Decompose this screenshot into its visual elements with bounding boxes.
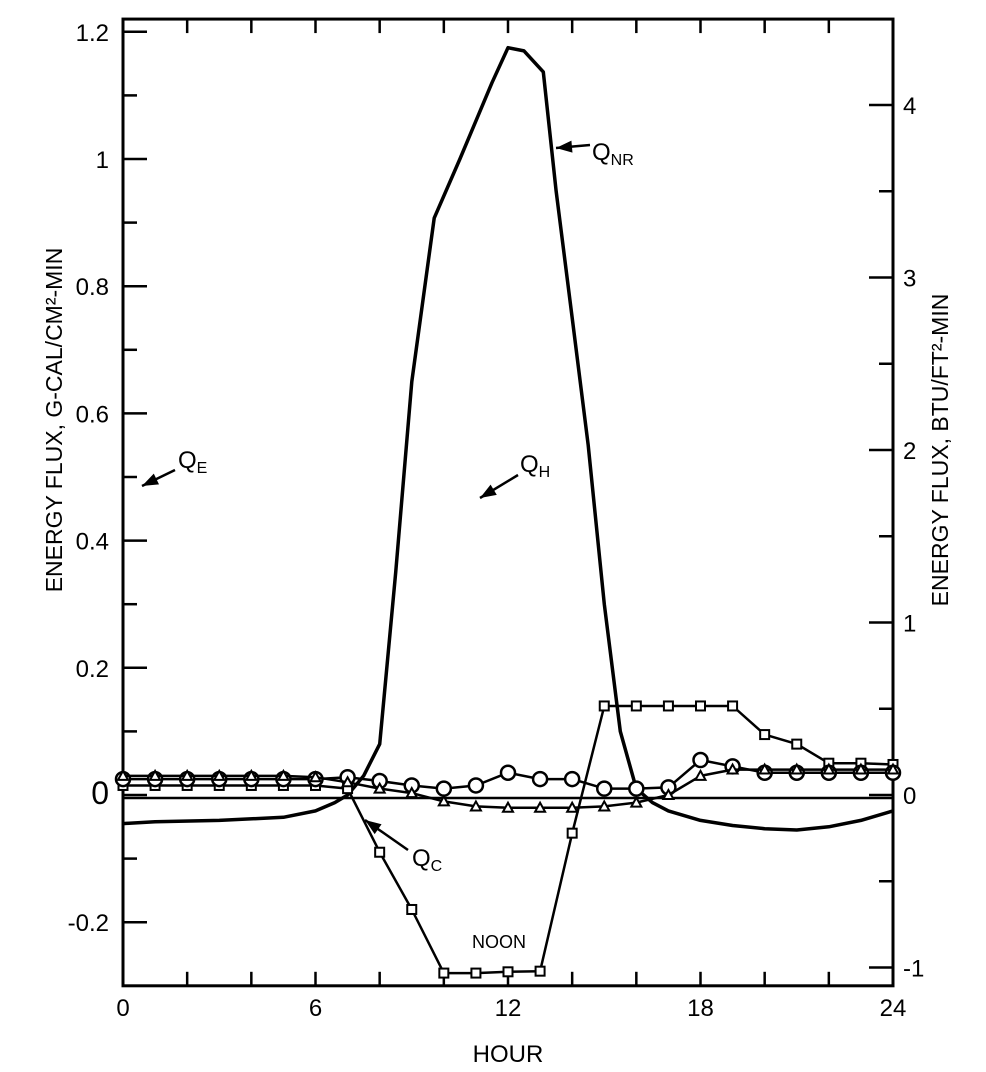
data-point-triangle (854, 762, 868, 775)
data-point-square (406, 903, 418, 915)
series-q-h (114, 751, 902, 797)
y-right-tick-label: 4 (903, 93, 916, 120)
data-point-triangle (308, 770, 323, 783)
series-label: QH (520, 451, 550, 481)
y-right-tick-label: 3 (903, 266, 916, 293)
series-label: QNR (592, 139, 634, 169)
data-point-square (470, 967, 482, 979)
data-point-triangle (629, 795, 644, 808)
data-point-triangle (340, 775, 355, 788)
y-tick-label: 0.2 (76, 656, 109, 683)
data-point-triangle (116, 768, 130, 781)
series-label-q-nr: QNR (555, 139, 634, 169)
data-point-triangle (693, 768, 708, 781)
data-point-circle (531, 770, 549, 788)
data-point-triangle (790, 762, 804, 775)
y-tick-label: 0.4 (76, 529, 109, 556)
data-point-triangle (822, 762, 836, 775)
data-point-triangle (565, 800, 579, 813)
data-point-triangle (244, 768, 259, 781)
data-point-circle (435, 780, 453, 797)
x-tick-label: 6 (309, 995, 322, 1022)
y-right-tick-label: 0 (903, 783, 916, 810)
data-point-circle (628, 780, 645, 797)
data-point-square (759, 729, 771, 741)
y-tick-label: 0.6 (76, 401, 109, 428)
data-point-triangle (597, 799, 611, 812)
plot-frame (121, 17, 895, 988)
series-label-q-e: QE (141, 447, 207, 488)
data-point-square (727, 700, 739, 712)
arrowhead-icon (480, 484, 497, 498)
y-tick-label: 1.2 (76, 20, 109, 47)
data-point-square (438, 967, 450, 979)
series-line (122, 45, 894, 832)
data-point-triangle (276, 768, 291, 781)
data-point-circle (499, 764, 517, 781)
data-point-circle (563, 770, 581, 788)
data-point-triangle (372, 781, 387, 794)
series-label-q-h: QH (479, 451, 550, 500)
data-point-triangle (757, 762, 772, 775)
data-point-square (791, 738, 803, 750)
noon-annotation: NOON (472, 932, 526, 952)
data-point-square (695, 700, 706, 712)
x-tick-label: 18 (687, 995, 714, 1022)
data-point-square (534, 965, 546, 977)
y-right-tick-label: -1 (903, 955, 924, 982)
data-point-triangle (148, 768, 162, 781)
data-point-square (598, 700, 610, 712)
y-axis-label-right: ENERGY FLUX, BTU/FT²-MIN (927, 294, 953, 607)
y-right-tick-label: 2 (903, 438, 916, 465)
series-label: QC (412, 845, 442, 875)
data-point-triangle (501, 800, 515, 813)
data-point-circle (692, 751, 709, 769)
y-tick-label: 0 (91, 775, 109, 811)
arrowhead-icon (365, 820, 382, 835)
y-tick-label: 1 (96, 147, 109, 174)
x-tick-label: 0 (116, 995, 129, 1022)
data-point-triangle (469, 799, 483, 812)
series-q-e (116, 762, 900, 813)
x-tick-label: 24 (880, 995, 907, 1022)
data-point-square (566, 827, 578, 839)
y-right-tick-label: 1 (903, 611, 916, 638)
axes: 0 6 12 18 24 1.2 1 0.8 0.6 0.4 0.2 0 -0.2 4 3 2 1 0 -1 (68, 17, 924, 1022)
data-point-triangle (212, 768, 226, 781)
data-point-circle (467, 777, 485, 794)
data-point-triangle (725, 762, 740, 775)
data-point-triangle (661, 787, 676, 800)
arrowhead-icon (142, 473, 160, 486)
x-tick-label: 12 (495, 995, 522, 1022)
data-point-triangle (533, 800, 547, 813)
series-label-q-c: QC (364, 818, 442, 875)
y-tick-label: 0.8 (76, 274, 109, 301)
y-tick-label: -0.2 (68, 910, 109, 937)
data-point-triangle (886, 762, 900, 775)
data-point-triangle (405, 786, 419, 799)
x-axis-label: HOUR (473, 1041, 544, 1068)
data-point-triangle (180, 768, 194, 781)
data-point-square (662, 700, 674, 712)
data-point-square (374, 846, 386, 858)
data-point-circle (596, 780, 613, 797)
data-point-square (630, 700, 642, 712)
arrowhead-icon (556, 140, 573, 153)
series-group: QNR QC QH QE (114, 45, 902, 979)
data-point-triangle (437, 794, 451, 807)
data-point-square (502, 966, 514, 978)
series-q-nr (122, 45, 894, 832)
series-label: QE (178, 447, 207, 477)
y-axis-label-left: ENERGY FLUX, G-CAL/CM²-MIN (41, 248, 67, 593)
